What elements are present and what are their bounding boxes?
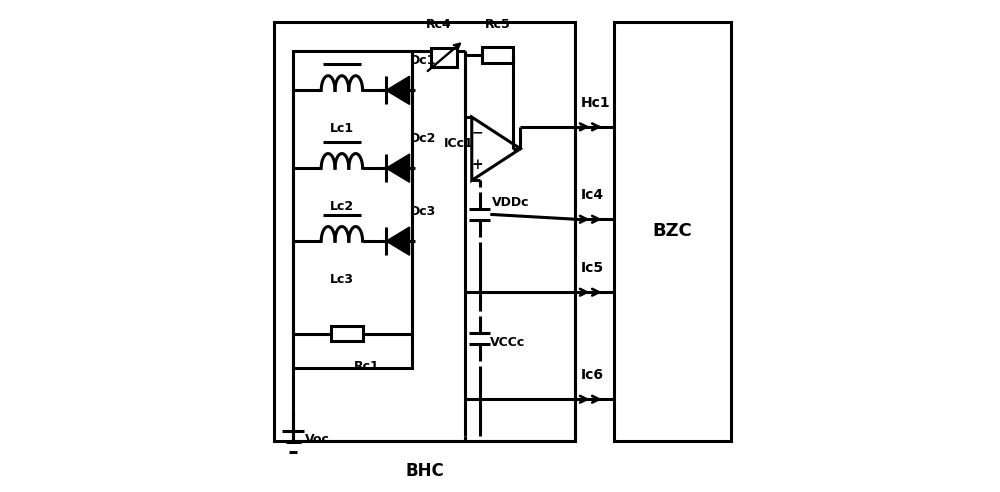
Polygon shape [386, 227, 410, 255]
Text: Lc3: Lc3 [330, 273, 354, 286]
Text: Hc1: Hc1 [580, 96, 610, 110]
Bar [431, 48, 457, 67]
Bar [274, 22, 575, 440]
Text: ICc1: ICc1 [444, 137, 474, 151]
Text: Rc4: Rc4 [426, 18, 452, 31]
Text: VDDc: VDDc [492, 196, 529, 209]
Text: Rc1: Rc1 [354, 360, 380, 373]
Bar [331, 326, 363, 341]
Text: Ic5: Ic5 [580, 261, 603, 275]
Text: +: + [472, 157, 483, 172]
Bar [482, 47, 513, 62]
Text: Rc5: Rc5 [485, 19, 510, 31]
Text: −: − [472, 126, 483, 140]
Bar [293, 52, 412, 368]
Bar [614, 22, 731, 440]
Polygon shape [386, 154, 410, 182]
Text: Dc3: Dc3 [410, 205, 436, 218]
Polygon shape [386, 76, 410, 104]
Text: Ic6: Ic6 [580, 368, 603, 382]
Text: Lc2: Lc2 [330, 200, 354, 213]
Text: BZC: BZC [653, 222, 693, 241]
Text: VCCc: VCCc [490, 336, 526, 349]
Text: Ic4: Ic4 [580, 188, 603, 202]
Text: BHC: BHC [405, 462, 444, 481]
Text: Voc: Voc [305, 433, 330, 446]
Text: Dc2: Dc2 [410, 132, 436, 145]
Text: Dc1: Dc1 [410, 54, 436, 67]
Text: Lc1: Lc1 [330, 122, 354, 135]
